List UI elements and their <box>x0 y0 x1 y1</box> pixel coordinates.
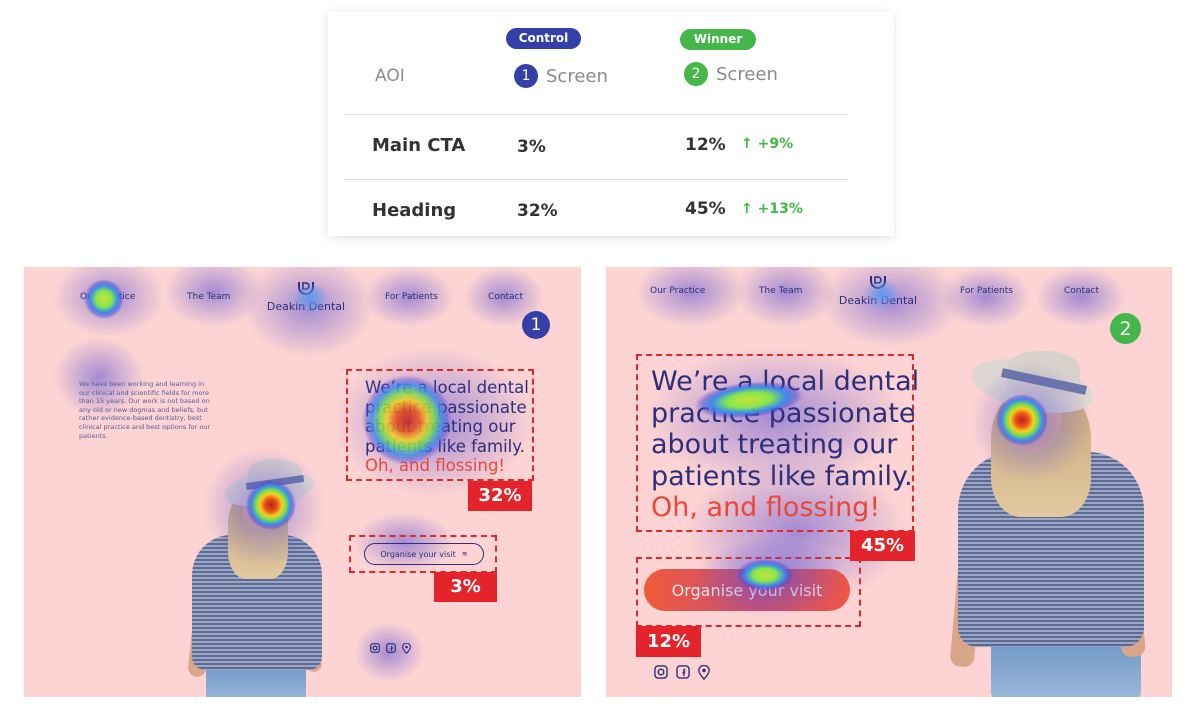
cta-aoi-box <box>349 535 497 573</box>
hero-heading: We’re a local dental practice passionate… <box>365 378 535 476</box>
screen-1-label: Screen <box>546 65 608 87</box>
heat-haze <box>54 267 164 337</box>
heading-aoi-percentage: 32% <box>468 481 532 511</box>
aoi-comparison-card: Control Winner AOI 1 Screen 2 Screen Mai… <box>328 12 894 236</box>
row-screen2-value: 12% <box>685 135 726 155</box>
screen-2-number-badge: 2 <box>684 62 708 86</box>
organise-visit-button[interactable]: Organise your visit ≋ <box>364 543 484 565</box>
cta-aoi-percentage: 12% <box>636 626 701 657</box>
logo-text: Deakin Dental <box>266 300 346 313</box>
row-delta: ↑ +13% <box>741 201 803 217</box>
nav-for-patients[interactable]: For Patients <box>960 286 1013 296</box>
row-aoi-label: Main CTA <box>372 135 466 156</box>
logo[interactable]: Deakin Dental <box>838 275 918 308</box>
map-pin-icon[interactable] <box>402 643 411 654</box>
screen-2-header: 2 Screen <box>684 62 778 86</box>
organise-visit-button[interactable]: Organise your visit <box>644 569 850 611</box>
arrow-up-icon: ↑ <box>741 201 753 217</box>
heading-aoi-box <box>346 369 534 481</box>
nav-contact[interactable]: Contact <box>1064 286 1100 296</box>
row-divider <box>344 179 848 180</box>
winner-tag: Winner <box>680 29 756 50</box>
screen-1-header: 1 Screen <box>514 64 608 88</box>
hero-heading-accent: Oh, and flossing! <box>365 456 506 475</box>
row-screen1-value: 3% <box>517 137 546 157</box>
screen-number-badge: 1 <box>522 311 550 339</box>
arrow-up-icon: ↑ <box>741 136 753 152</box>
logo[interactable]: Deakin Dental <box>266 281 346 314</box>
row-divider <box>344 114 848 115</box>
facebook-icon[interactable] <box>676 665 690 679</box>
social-links <box>370 643 411 654</box>
heat-haze <box>636 267 746 327</box>
nav-the-team[interactable]: The Team <box>187 292 231 302</box>
logo-text: Deakin Dental <box>838 294 918 307</box>
instagram-icon[interactable] <box>370 643 380 653</box>
row-screen1-value: 32% <box>517 201 558 221</box>
nav-for-patients[interactable]: For Patients <box>385 292 438 302</box>
nav-the-team[interactable]: The Team <box>759 286 803 296</box>
intro-paragraph: We have been working and learning in our… <box>79 380 211 440</box>
facebook-icon[interactable] <box>386 643 396 653</box>
heat-haze <box>941 267 1031 327</box>
hero-heading: We’re a local dental practice passionate… <box>651 366 920 523</box>
nav-our-practice[interactable]: Our Practice <box>650 286 706 296</box>
heading-aoi-box <box>636 354 914 532</box>
screen-1-number-badge: 1 <box>514 64 538 88</box>
control-tag: Control <box>506 28 581 49</box>
nav-our-practice[interactable]: Our Practice <box>80 292 136 302</box>
instagram-icon[interactable] <box>654 665 668 679</box>
screen-2-label: Screen <box>716 63 778 85</box>
map-pin-icon[interactable] <box>698 665 710 680</box>
aoi-column-header: AOI <box>375 66 405 86</box>
row-screen2-value: 45% <box>685 199 726 219</box>
cta-aoi-percentage: 3% <box>434 572 497 602</box>
heatmap-screen-2: Our Practice The Team Deakin Dental For … <box>606 267 1172 697</box>
heatmap-screen-1: Our Practice The Team Deakin Dental For … <box>24 267 581 697</box>
row-aoi-label: Heading <box>372 200 457 221</box>
social-links <box>654 665 710 680</box>
hero-heading-accent: Oh, and flossing! <box>651 492 881 523</box>
heading-aoi-percentage: 45% <box>850 531 915 561</box>
tooth-logo-icon <box>298 282 314 295</box>
nav-contact[interactable]: Contact <box>488 292 524 302</box>
tooth-logo-icon <box>870 276 886 289</box>
row-delta: ↑ +9% <box>741 136 794 152</box>
heat-haze <box>736 267 836 327</box>
wave-icon: ≋ <box>461 550 468 558</box>
screen-number-badge: 2 <box>1110 313 1141 344</box>
